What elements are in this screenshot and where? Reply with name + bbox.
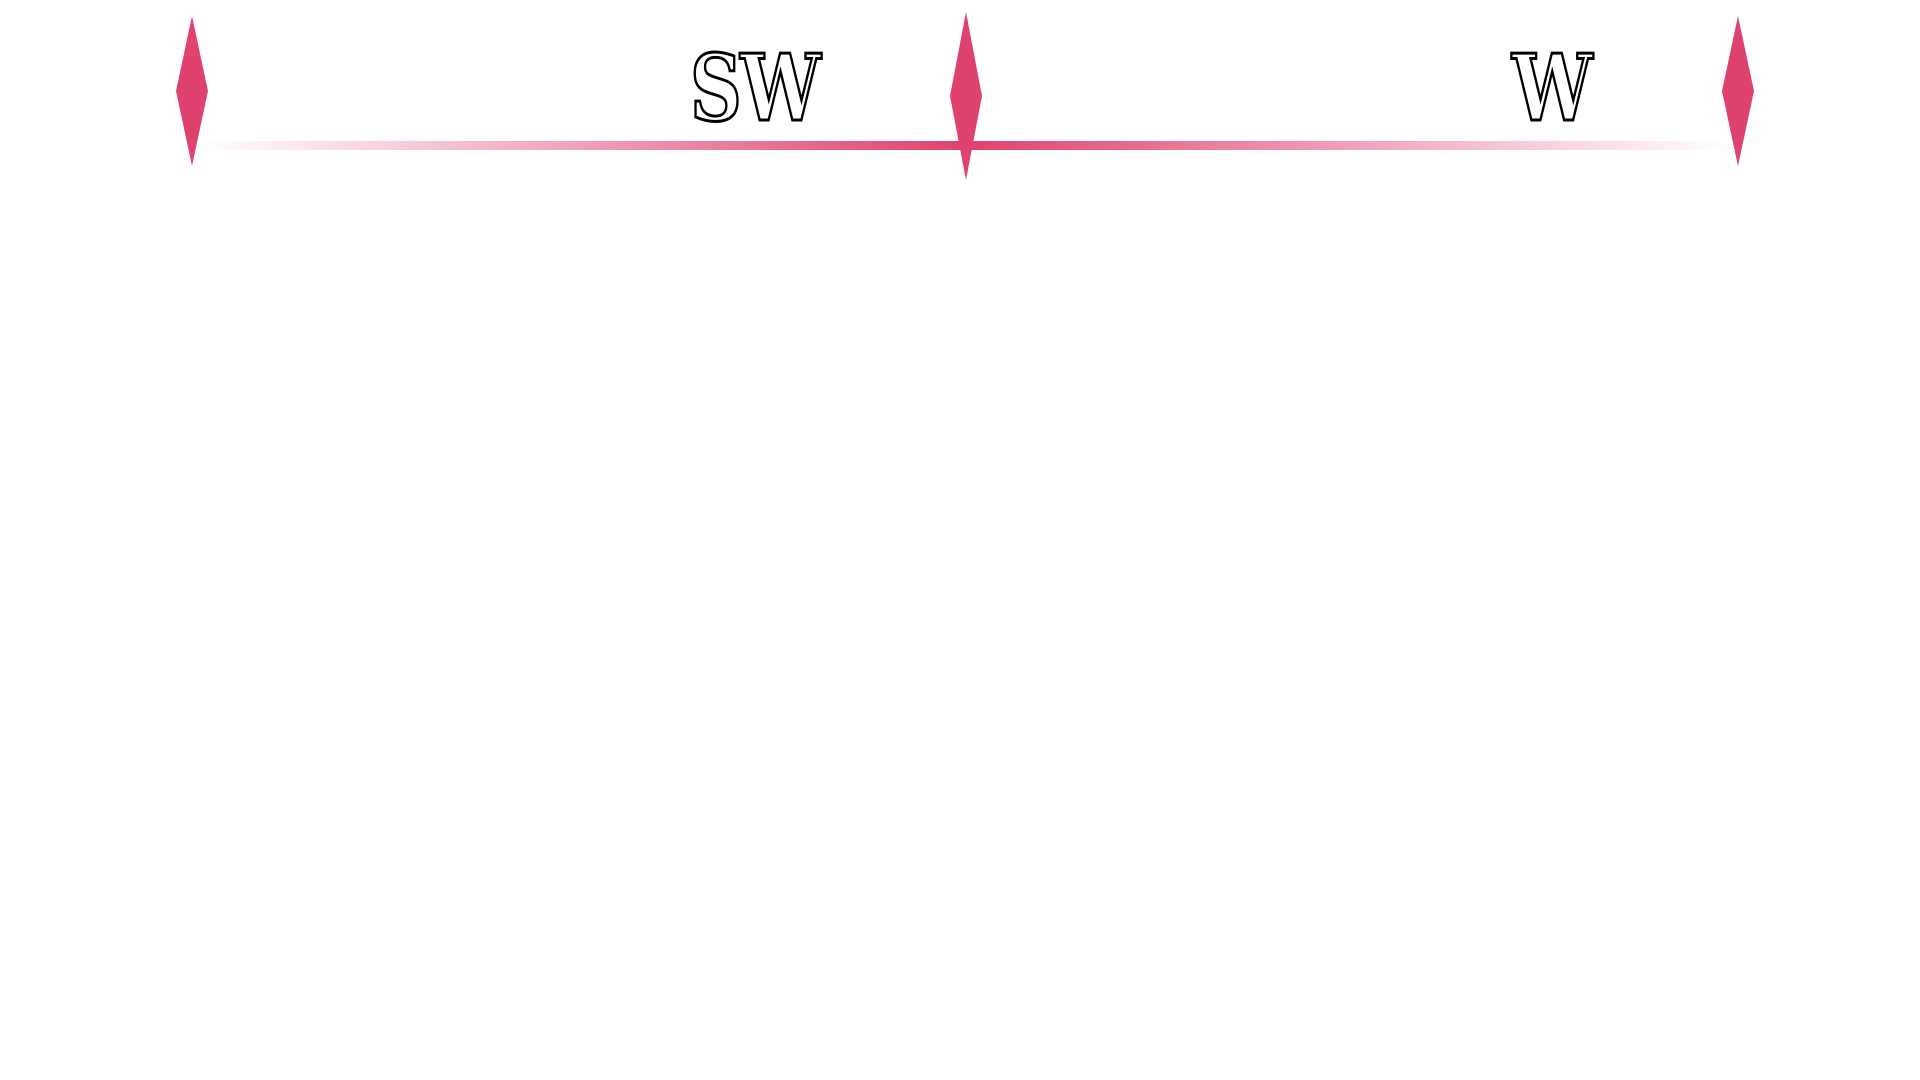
compass-direction-sw-label: SW (689, 34, 822, 142)
compass-right-edge-marker (1722, 16, 1754, 166)
compass-left-edge-marker (176, 16, 208, 166)
compass-center-heading-marker (950, 12, 982, 180)
compass-direction-w-label: W (1511, 34, 1594, 142)
compass-strip: SW W (0, 0, 1920, 200)
